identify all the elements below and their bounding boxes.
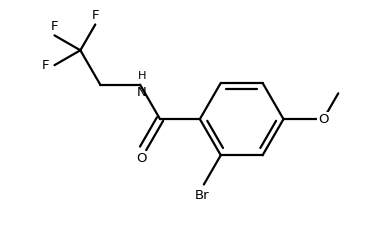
Text: F: F: [42, 59, 50, 72]
Text: F: F: [51, 20, 58, 33]
Text: H: H: [138, 71, 146, 81]
Text: O: O: [318, 113, 329, 126]
Text: N: N: [137, 86, 147, 99]
Text: F: F: [92, 9, 99, 22]
Text: Br: Br: [194, 189, 209, 202]
Text: O: O: [136, 152, 146, 165]
